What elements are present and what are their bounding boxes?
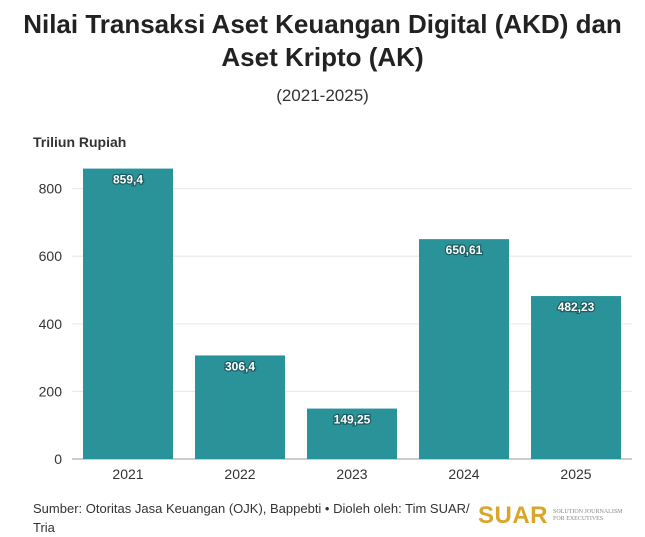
x-tick-label: 2025 <box>560 466 591 482</box>
chart-title: Nilai Transaksi Aset Keuangan Digital (A… <box>23 9 622 72</box>
bar <box>419 239 509 459</box>
y-axis-label: Triliun Rupiah <box>33 134 127 150</box>
x-tick-label: 2023 <box>336 466 367 482</box>
y-tick-label: 400 <box>39 316 63 332</box>
bar <box>83 168 173 459</box>
x-tick-label: 2024 <box>448 466 479 482</box>
data-label: 149,25 <box>334 413 371 427</box>
chart-subtitle: (2021-2025) <box>276 86 369 105</box>
logo-tagline: SOLUTION JOURNALISM FOR EXECUTIVES <box>553 509 623 522</box>
x-tick-label: 2021 <box>112 466 143 482</box>
data-label: 306,4 <box>225 359 255 373</box>
bar <box>307 408 397 459</box>
x-tick-label: 2022 <box>224 466 255 482</box>
data-label: 650,61 <box>446 243 483 257</box>
y-tick-label: 200 <box>39 383 63 399</box>
data-label: 859,4 <box>113 173 143 187</box>
bar-chart: 0 200 400 600 800 859,4 2021 306,4 2022 149,25 202… <box>39 168 632 482</box>
data-label: 482,23 <box>558 300 595 314</box>
logo-wordmark: SUAR <box>478 502 549 529</box>
y-tick-label: 600 <box>39 248 63 264</box>
bar <box>531 296 621 459</box>
source-note: Sumber: Otoritas Jasa Keuangan (OJK), Ba… <box>33 501 470 535</box>
bar <box>195 355 285 459</box>
suar-logo: SUAR SOLUTION JOURNALISM FOR EXECUTIVES <box>478 502 625 530</box>
y-tick-label: 0 <box>54 451 62 467</box>
y-tick-label: 800 <box>39 181 63 197</box>
